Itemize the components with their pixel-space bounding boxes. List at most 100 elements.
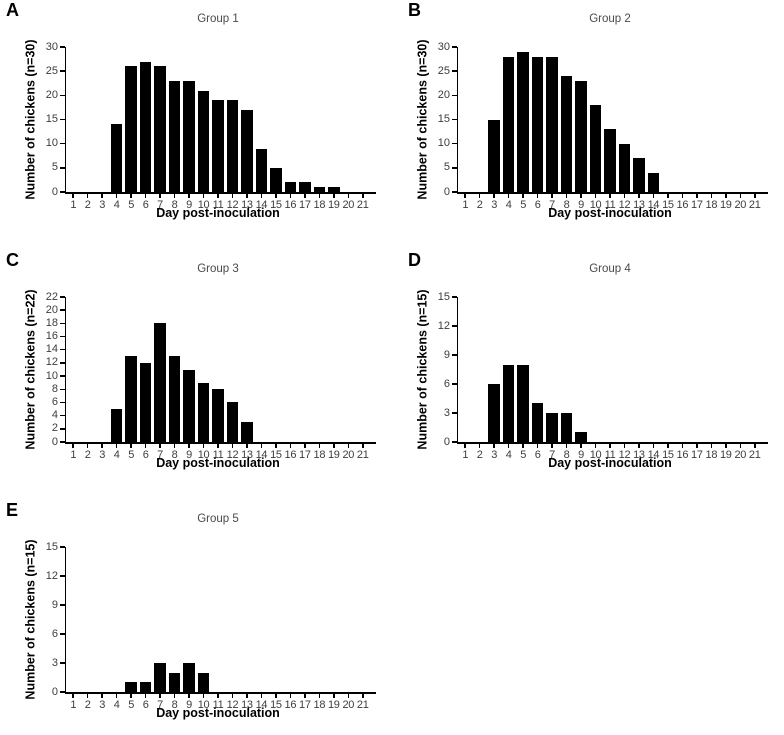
bar — [125, 682, 137, 692]
y-tick-label: 0 — [51, 185, 58, 198]
x-tick-label: 6 — [142, 699, 149, 711]
y-tick-mark — [59, 633, 65, 635]
x-tick-label: 7 — [157, 699, 163, 711]
x-tick-mark — [246, 443, 248, 448]
y-axis-line — [456, 297, 458, 444]
bar — [183, 80, 195, 192]
y-tick-mark — [451, 325, 457, 327]
y-tick-label: 18 — [45, 316, 58, 329]
x-tick-label: 12 — [618, 199, 631, 211]
bar — [197, 672, 210, 692]
y-tick-label: 9 — [443, 348, 450, 361]
y-tick-mark — [59, 46, 65, 48]
y-tick-label: 20 — [45, 88, 58, 101]
x-tick-label: 7 — [549, 449, 555, 461]
x-tick-label: 3 — [99, 699, 106, 711]
x-tick-label: 13 — [241, 199, 253, 211]
x-tick-label: 16 — [676, 199, 689, 211]
bar — [604, 129, 616, 192]
x-axis-line — [456, 192, 768, 194]
bar — [154, 323, 166, 442]
chart-title: Group 5 — [197, 513, 239, 525]
plot-area: 0 2 4 6 8 10 12 14 16 18 20 22 1 2 3 4 5 6 7 8 9 10 11 12 13 14 15… — [0, 250, 392, 485]
x-tick-label: 16 — [676, 449, 689, 461]
y-tick-label: 12 — [437, 319, 450, 332]
x-tick-label: 10 — [197, 449, 210, 461]
y-tick-label: 8 — [51, 382, 58, 395]
x-tick-mark — [86, 693, 89, 698]
x-tick-mark — [130, 443, 132, 448]
x-tick-label: 16 — [284, 699, 297, 711]
x-tick-label: 15 — [662, 449, 674, 461]
x-tick-label: 18 — [313, 449, 326, 461]
x-tick-label: 18 — [313, 699, 326, 711]
x-tick-mark — [289, 693, 292, 698]
x-tick-label: 20 — [342, 449, 355, 461]
y-tick-mark — [59, 414, 65, 417]
bar — [212, 389, 224, 442]
x-tick-mark — [159, 193, 161, 198]
x-tick-label: 14 — [255, 449, 268, 461]
bar — [502, 364, 515, 442]
x-tick-mark — [580, 193, 582, 198]
x-tick-label: 15 — [270, 449, 282, 461]
x-tick-label: 18 — [705, 449, 718, 461]
x-tick-mark — [725, 443, 727, 448]
bar — [197, 382, 210, 442]
x-tick-label: 8 — [171, 199, 178, 211]
x-tick-mark — [522, 443, 524, 448]
x-tick-mark — [101, 443, 103, 448]
x-tick-mark — [173, 193, 176, 198]
x-tick-mark — [594, 443, 597, 448]
x-tick-label: 1 — [70, 199, 77, 211]
x-tick-label: 12 — [226, 699, 239, 711]
x-tick-label: 17 — [691, 449, 703, 461]
panel-letter: A — [6, 0, 19, 20]
bar — [226, 402, 239, 442]
bar — [212, 100, 224, 192]
x-tick-mark — [565, 193, 568, 198]
x-axis-label: Day post-inoculation — [548, 206, 672, 220]
y-tick-mark — [451, 412, 457, 414]
x-tick-mark — [623, 193, 626, 198]
y-tick-mark — [59, 691, 65, 693]
x-tick-label: 6 — [534, 199, 541, 211]
y-tick-label: 5 — [443, 161, 450, 174]
bar — [197, 90, 210, 192]
x-tick-label: 15 — [270, 699, 282, 711]
y-tick-mark — [451, 142, 457, 145]
y-tick-mark — [451, 354, 457, 356]
x-tick-mark — [551, 193, 553, 198]
x-tick-mark — [754, 193, 756, 198]
x-tick-label: 20 — [342, 199, 355, 211]
x-tick-mark — [667, 443, 669, 448]
x-tick-label: 17 — [299, 199, 311, 211]
x-tick-mark — [86, 443, 89, 448]
x-tick-label: 5 — [520, 449, 527, 461]
x-tick-label: 21 — [748, 449, 761, 461]
bar — [154, 66, 166, 192]
x-tick-mark — [101, 693, 103, 698]
x-tick-label: 11 — [212, 449, 224, 461]
bar — [560, 76, 573, 192]
x-tick-label: 3 — [99, 449, 106, 461]
y-tick-mark — [59, 546, 65, 548]
x-axis-line — [456, 442, 768, 444]
y-tick-mark — [59, 375, 65, 377]
x-axis-line — [64, 192, 376, 194]
x-tick-label: 1 — [70, 699, 77, 711]
x-tick-label: 11 — [604, 199, 616, 211]
bar — [255, 148, 268, 192]
x-tick-mark — [478, 193, 481, 198]
x-tick-mark — [652, 443, 655, 448]
y-tick-mark — [59, 662, 65, 664]
y-axis-line — [64, 297, 66, 444]
x-tick-label: 9 — [186, 199, 192, 211]
x-tick-mark — [754, 443, 756, 448]
x-tick-mark — [188, 693, 190, 698]
x-tick-label: 3 — [99, 199, 106, 211]
x-tick-label: 19 — [327, 699, 340, 711]
y-tick-label: 12 — [45, 356, 58, 369]
chart-title: Group 3 — [197, 263, 239, 275]
y-tick-label: 6 — [443, 377, 450, 390]
